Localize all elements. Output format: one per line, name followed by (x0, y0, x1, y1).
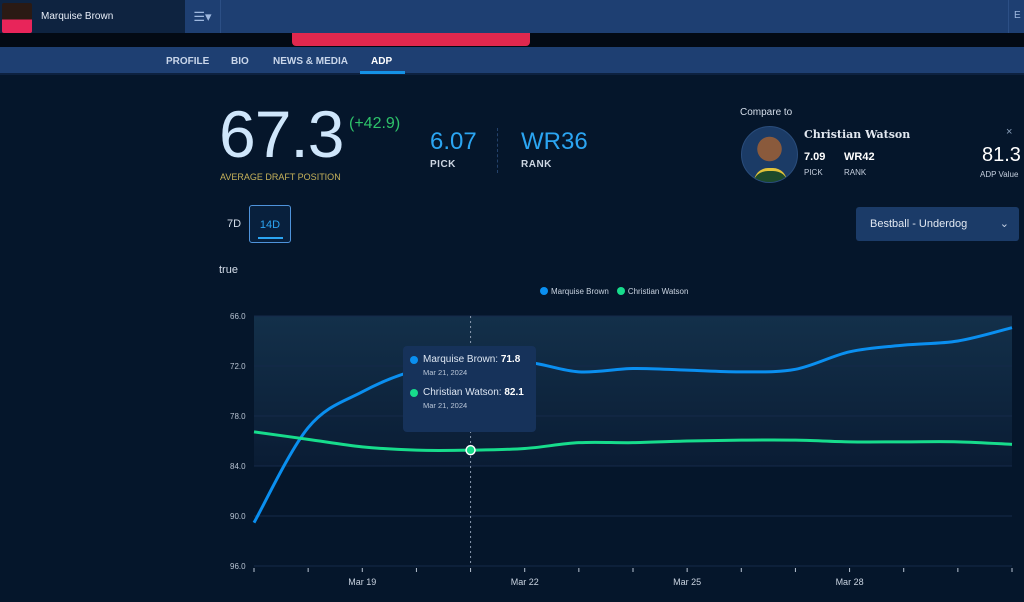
chart-title: true (219, 264, 238, 276)
x-tick-label: Mar 25 (673, 577, 701, 587)
tab-news-media[interactable]: NEWS & MEDIA (273, 56, 348, 67)
rank-label: RANK (521, 159, 552, 170)
legend-item-watson[interactable]: Christian Watson (616, 287, 688, 296)
compare-player-name[interactable]: Christian Watson (804, 128, 911, 141)
compare-rank-label: RANK (844, 168, 867, 177)
tab-bio[interactable]: BIO (231, 56, 249, 67)
adp-label: AVERAGE DRAFT POSITION (220, 172, 341, 182)
legend-item-brown[interactable]: Marquise Brown (540, 287, 609, 296)
adp-change: (+42.9) (349, 115, 401, 132)
close-icon[interactable]: × (1006, 126, 1013, 138)
user-header[interactable]: Marquise Brown (0, 0, 185, 33)
y-tick-label: 84.0 (230, 462, 246, 471)
compare-avatar (741, 126, 798, 183)
tab-profile[interactable]: PROFILE (166, 56, 210, 67)
series-line-christian-watson (253, 430, 1013, 452)
y-tick-label: 66.0 (230, 312, 246, 321)
compare-pick-label: PICK (804, 168, 823, 177)
x-tick-label: Mar 19 (348, 577, 376, 587)
chevron-down-icon: ⌄ (999, 218, 1009, 230)
compare-adp-value: 81.3 (982, 144, 1021, 166)
rank-value: WR36 (521, 128, 588, 155)
compare-pick: 7.09 (804, 151, 826, 163)
x-tick-label: Mar 22 (511, 577, 539, 587)
y-tick-label: 72.0 (230, 362, 246, 371)
compare-rank: WR42 (844, 151, 875, 163)
x-tick-label: Mar 28 (836, 577, 864, 587)
y-tick-label: 96.0 (230, 562, 246, 571)
active-indicator (258, 237, 283, 239)
active-tab-indicator (360, 71, 405, 74)
stat-divider (497, 128, 498, 173)
series-line-marquise-brown (252, 326, 1013, 524)
list-menu-icon[interactable]: ☰▾ (185, 0, 221, 33)
adp-value: 67.3 (219, 97, 344, 171)
player-avatar (2, 3, 32, 33)
y-tick-label: 78.0 (230, 412, 246, 421)
range-14d-button[interactable]: 14D (249, 205, 291, 243)
profile-nav: PROFILE BIO NEWS & MEDIA ADP (0, 47, 1024, 75)
compare-label: Compare to (740, 107, 793, 118)
format-select-value: Bestball - Underdog (870, 218, 968, 230)
y-tick-label: 90.0 (230, 512, 246, 521)
player-name: Marquise Brown (41, 11, 114, 22)
range-7d-button[interactable]: 7D (227, 218, 242, 230)
chart-tooltip: Marquise Brown: 71.8 Mar 21, 2024 Christ… (403, 346, 536, 432)
range-14d-label: 14D (259, 219, 281, 231)
hero-image (292, 33, 530, 46)
pick-value: 6.07 (430, 128, 477, 155)
format-select[interactable]: Bestball - Underdog ⌄ (856, 207, 1019, 241)
pick-label: PICK (430, 159, 456, 170)
chart-legend: Marquise Brown Christian Watson (540, 287, 688, 296)
tab-adp[interactable]: ADP (371, 56, 393, 67)
data-point (465, 444, 476, 456)
header-right-button[interactable]: E (1008, 0, 1024, 33)
compare-adp-label: ADP Value (980, 170, 1019, 179)
